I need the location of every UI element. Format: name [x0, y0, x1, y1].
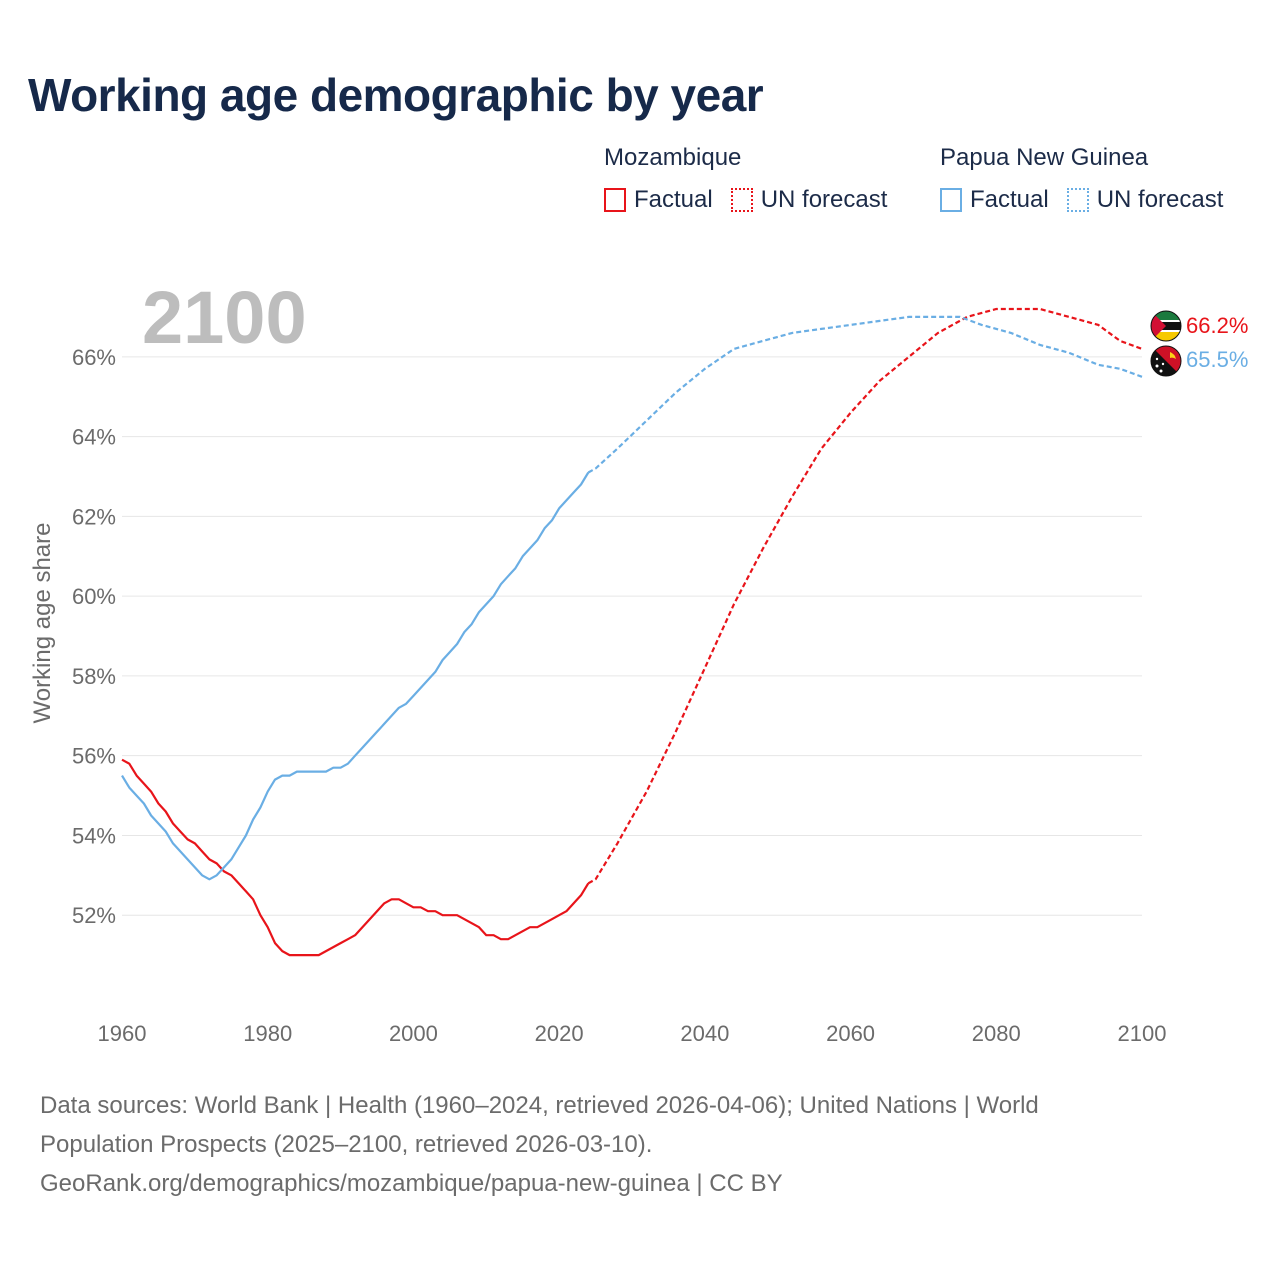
x-tick-label: 1960 — [98, 1021, 147, 1046]
line-chart: 52% 54% 56% 58% 60% 62% 64% 66% 1960 1980 2000 202… — [29, 276, 1248, 1046]
papua-new-guinea-flag-icon — [1150, 345, 1182, 377]
year-watermark: 2100 — [142, 276, 307, 359]
series-line-forecast — [587, 307, 1143, 885]
legend-mozambique: Mozambique Factual UN forecast — [604, 144, 905, 214]
data-sources: Data sources: World Bank | Health (1960–… — [40, 1086, 1240, 1203]
legend-factual-label: Factual — [634, 186, 713, 213]
legend-factual-label: Factual — [970, 186, 1049, 213]
forecast-swatch — [1066, 188, 1089, 212]
series-line-factual — [121, 758, 590, 957]
legend-country-name: Mozambique — [604, 144, 742, 171]
x-tick-label: 2080 — [972, 1021, 1021, 1046]
y-tick-label: 58% — [72, 664, 116, 689]
y-tick-label: 54% — [72, 823, 116, 848]
x-tick-label: 1980 — [243, 1021, 292, 1046]
x-tick-label: 2020 — [535, 1021, 584, 1046]
y-tick-label: 56% — [72, 744, 116, 769]
source-line: Data sources: World Bank | Health (1960–… — [40, 1092, 1039, 1119]
factual-swatch — [940, 188, 962, 212]
series-line-factual — [121, 471, 590, 881]
legend-forecast-label: UN forecast — [1096, 186, 1224, 213]
x-tick-label: 2060 — [826, 1021, 875, 1046]
factual-swatch — [604, 188, 626, 212]
x-tick-label: 2040 — [680, 1021, 729, 1046]
legend-country-name: Papua New Guinea — [940, 144, 1149, 171]
papua-new-guinea-end-value: 65.5% — [1186, 347, 1248, 372]
x-tick-label: 2000 — [389, 1021, 438, 1046]
mozambique-flag-icon — [1150, 310, 1182, 342]
page-title: Working age demographic by year — [28, 69, 764, 121]
y-tick-label: 62% — [72, 504, 116, 529]
y-tick-label: 60% — [72, 584, 116, 609]
y-tick-label: 66% — [72, 345, 116, 370]
mozambique-end-value: 66.2% — [1186, 313, 1248, 338]
x-tick-label: 2100 — [1118, 1021, 1167, 1046]
y-axis-label: Working age share — [29, 523, 56, 724]
y-tick-label: 52% — [72, 903, 116, 928]
legend-papua-new-guinea: Papua New Guinea Factual UN forecast — [940, 144, 1241, 214]
source-line: GeoRank.org/demographics/mozambique/papu… — [40, 1170, 783, 1197]
series-line-forecast — [587, 315, 1143, 474]
source-line: Population Prospects (2025–2100, retriev… — [40, 1131, 653, 1158]
legend-forecast-label: UN forecast — [760, 186, 888, 213]
forecast-swatch — [730, 188, 753, 212]
y-tick-label: 64% — [72, 425, 116, 450]
